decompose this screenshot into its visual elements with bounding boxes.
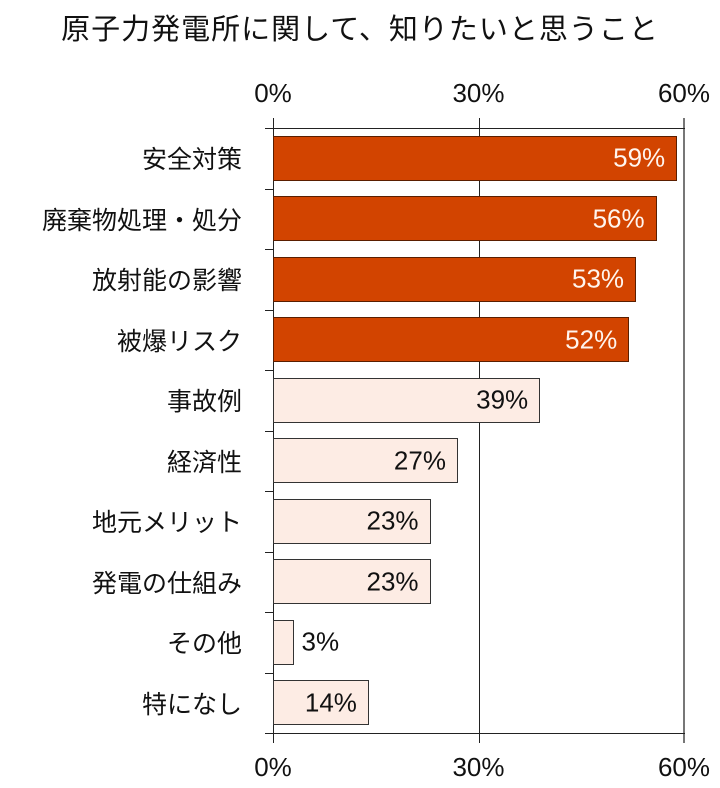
- x-tick-label-top: 30%: [452, 78, 505, 108]
- bar: [273, 377, 541, 423]
- category-label: 被爆リスク: [116, 326, 242, 356]
- bar-value-label: 3%: [301, 626, 340, 657]
- bar-value-label: 23%: [366, 505, 419, 536]
- y-tick: [265, 430, 273, 432]
- bar-value-label: 59%: [613, 142, 666, 173]
- bar: [273, 559, 431, 605]
- y-tick: [265, 309, 273, 311]
- x-tick-label-top: 0%: [254, 78, 292, 108]
- x-tick-label-bottom: 30%: [452, 752, 505, 782]
- bar-value-label: 53%: [572, 263, 625, 294]
- x-tick-label-bottom: 0%: [254, 752, 292, 782]
- bar-value-label: 56%: [592, 203, 645, 234]
- bar: [273, 256, 637, 302]
- category-label: 発電の仕組み: [91, 568, 242, 598]
- category-label: 安全対策: [141, 145, 242, 175]
- category-label: 放射能の影響: [91, 266, 242, 296]
- bar: [273, 196, 657, 242]
- x-tick-label-top: 60%: [657, 78, 711, 108]
- y-tick: [265, 188, 273, 190]
- bar-value-label: 52%: [565, 324, 618, 355]
- category-label: 経済性: [166, 447, 242, 477]
- y-tick: [265, 612, 273, 613]
- bar: [273, 135, 678, 181]
- category-label: 特になし: [141, 689, 242, 719]
- bar: [273, 619, 294, 665]
- x-tick-label-bottom: 60%: [657, 752, 711, 782]
- y-tick: [265, 249, 273, 250]
- bar: [273, 680, 369, 726]
- bar: [273, 317, 630, 363]
- y-tick: [265, 491, 273, 492]
- y-tick: [265, 551, 273, 553]
- category-label: 地元メリット: [91, 508, 242, 538]
- y-tick: [265, 370, 273, 371]
- bar-value-label: 23%: [366, 566, 419, 597]
- gridline-0: [273, 118, 274, 743]
- bar-value-label: 27%: [393, 445, 446, 476]
- bar-value-label: 14%: [304, 687, 357, 718]
- bar: [273, 438, 458, 484]
- x-axis-bottom: [265, 733, 685, 734]
- y-tick: [265, 672, 273, 674]
- gridline-30: [478, 118, 480, 743]
- x-axis-top: [265, 128, 685, 129]
- category-label: 廃棄物処理・処分: [41, 205, 242, 235]
- bar-value-label: 39%: [476, 384, 529, 415]
- bar: [273, 498, 431, 544]
- category-label: その他: [166, 629, 242, 659]
- category-label: 事故例: [166, 387, 242, 417]
- plot-frame-right: [683, 118, 685, 743]
- chart-title: 原子力発電所に関して、知りたいと思うこと: [61, 12, 659, 46]
